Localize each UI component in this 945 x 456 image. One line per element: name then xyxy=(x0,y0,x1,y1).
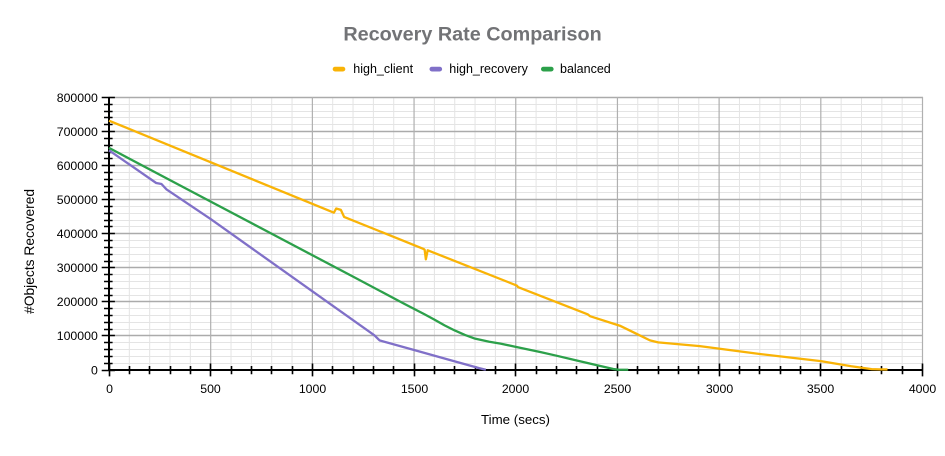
svg-text:2500: 2500 xyxy=(604,382,632,396)
svg-text:4000: 4000 xyxy=(909,382,937,396)
svg-text:500: 500 xyxy=(200,382,221,396)
svg-text:3500: 3500 xyxy=(807,382,835,396)
svg-text:100000: 100000 xyxy=(57,329,98,343)
svg-text:balanced: balanced xyxy=(560,62,611,76)
svg-text:300000: 300000 xyxy=(57,261,98,275)
svg-text:Recovery Rate Comparison: Recovery Rate Comparison xyxy=(343,24,601,46)
svg-text:#Objects Recovered: #Objects Recovered xyxy=(22,189,37,314)
svg-text:2000: 2000 xyxy=(502,382,530,396)
svg-text:500000: 500000 xyxy=(57,193,98,207)
svg-text:600000: 600000 xyxy=(57,159,98,173)
svg-text:1000: 1000 xyxy=(299,382,327,396)
svg-text:400000: 400000 xyxy=(57,227,98,241)
svg-text:200000: 200000 xyxy=(57,295,98,309)
svg-text:high_recovery: high_recovery xyxy=(449,62,528,76)
svg-text:Time (secs): Time (secs) xyxy=(481,412,550,427)
svg-text:0: 0 xyxy=(106,382,113,396)
svg-text:1500: 1500 xyxy=(401,382,429,396)
svg-text:high_client: high_client xyxy=(353,62,413,76)
svg-text:700000: 700000 xyxy=(57,125,98,139)
svg-text:800000: 800000 xyxy=(57,91,98,105)
svg-text:0: 0 xyxy=(91,363,98,377)
svg-text:3000: 3000 xyxy=(706,382,734,396)
